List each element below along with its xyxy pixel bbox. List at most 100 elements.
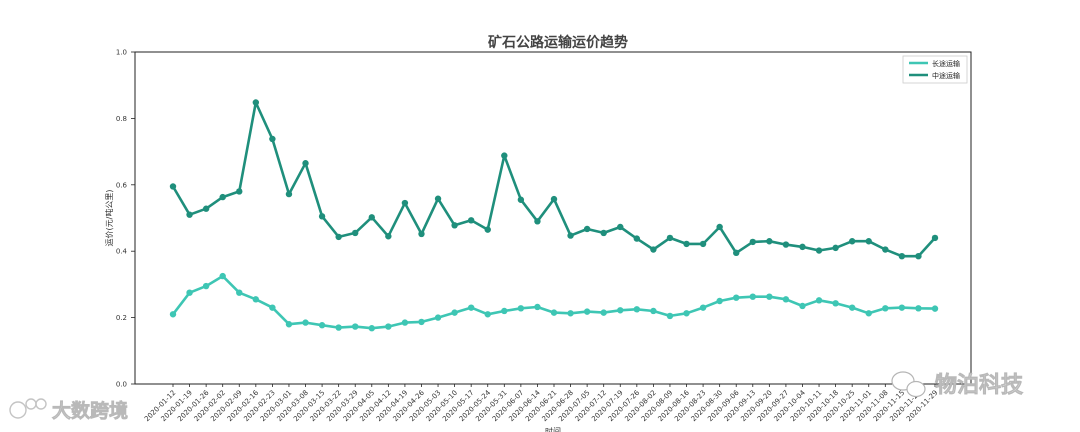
series-point-1	[898, 252, 906, 260]
series-point-0	[484, 311, 491, 318]
plot-area	[134, 51, 972, 385]
series-point-0	[666, 312, 674, 320]
series-point-1	[252, 99, 260, 106]
series-point-1	[517, 196, 525, 203]
y-tick-label: 0.6	[116, 181, 128, 189]
series-point-1	[269, 135, 276, 143]
series-point-1	[567, 232, 574, 239]
series-point-0	[683, 310, 690, 317]
series-point-1	[484, 226, 491, 233]
wechat-icon	[891, 371, 926, 398]
series-point-0	[617, 307, 624, 314]
series-point-0	[766, 293, 773, 300]
series-point-0	[285, 321, 293, 328]
series-point-0	[832, 300, 839, 307]
y-axis: 0.0 0.2 0.4 0.6 0.8 1.0	[116, 49, 135, 389]
x-axis: 2020-01-122020-01-192020-01-262020-02-02…	[143, 384, 939, 423]
legend-label-long: 长途运输	[932, 59, 960, 68]
series-point-1	[617, 223, 624, 231]
series-point-1	[501, 152, 508, 159]
series-point-0	[782, 296, 790, 303]
y-tick-label: 0.8	[116, 115, 127, 123]
series-point-0	[318, 322, 326, 329]
series-point-0	[169, 311, 177, 318]
series-point-0	[467, 304, 475, 311]
series-point-1	[550, 195, 558, 203]
watermark-left-text: 大数跨境	[52, 399, 128, 422]
y-axis-label: 运价(元/吨公里)	[104, 190, 114, 247]
series-point-0	[749, 293, 756, 300]
series-point-1	[815, 247, 823, 254]
series-point-0	[815, 297, 823, 304]
series-point-0	[583, 308, 591, 315]
series-point-0	[550, 309, 558, 316]
series-point-1	[766, 238, 773, 245]
y-tick-label: 1.0	[116, 49, 127, 57]
series-point-0	[799, 302, 806, 310]
series-point-0	[219, 272, 226, 280]
series-point-1	[832, 244, 839, 252]
series-point-0	[385, 323, 392, 330]
series-point-1	[236, 188, 243, 195]
series-point-0	[650, 307, 657, 315]
legend-box	[902, 55, 968, 84]
series-point-0	[368, 325, 375, 332]
series-point-0	[600, 309, 607, 316]
series-point-1	[882, 246, 889, 253]
series-point-1	[865, 238, 872, 245]
series-point-0	[434, 314, 442, 321]
series-point-0	[567, 310, 574, 317]
logo-icon	[9, 398, 47, 419]
watermark-right-text: 物泊科技	[935, 372, 1024, 398]
series-point-1	[335, 233, 342, 241]
series-point-1	[418, 230, 425, 238]
y-tick-label: 0.2	[116, 314, 127, 322]
series-point-1	[716, 223, 723, 231]
series-point-1	[915, 252, 922, 260]
watermark-right: 物泊科技	[891, 371, 1024, 398]
legend-label-mid: 中途运输	[932, 71, 960, 80]
series-point-1	[799, 243, 806, 251]
series-point-1	[285, 190, 293, 198]
series-point-0	[202, 282, 210, 290]
series-point-1	[683, 240, 690, 248]
series-point-1	[186, 211, 193, 218]
series-point-0	[236, 289, 243, 296]
series-point-1	[848, 238, 856, 245]
series-point-1	[202, 205, 210, 212]
series-point-1	[931, 234, 939, 242]
series-point-0	[848, 304, 856, 311]
series-point-1	[782, 241, 790, 248]
series-point-1	[733, 249, 740, 257]
series-point-0	[633, 306, 641, 313]
x-axis-label: 时间	[545, 426, 561, 432]
series-point-0	[352, 323, 359, 330]
series-point-0	[915, 305, 922, 312]
series-point-0	[186, 289, 193, 296]
series-point-0	[898, 304, 906, 311]
series-point-1	[650, 246, 657, 253]
series-point-1	[600, 229, 607, 237]
series-point-0	[401, 319, 409, 326]
series-point-1	[699, 240, 707, 248]
series-point-0	[418, 318, 425, 326]
series-point-1	[219, 193, 226, 201]
series-point-0	[931, 305, 939, 312]
series-point-0	[865, 310, 872, 317]
series-point-0	[501, 307, 508, 315]
series-point-1	[749, 238, 756, 246]
series-point-1	[534, 218, 541, 225]
series-point-0	[716, 297, 723, 305]
series-point-1	[467, 217, 475, 224]
series-point-1	[434, 195, 442, 202]
series-point-0	[882, 305, 889, 312]
series-point-1	[368, 214, 375, 221]
series-point-1	[451, 222, 458, 229]
series-point-0	[302, 319, 309, 326]
series-point-0	[699, 304, 707, 311]
y-tick-label: 0.4	[116, 248, 128, 256]
series-point-1	[302, 160, 309, 167]
series-point-0	[517, 305, 525, 312]
series-point-0	[252, 296, 260, 303]
